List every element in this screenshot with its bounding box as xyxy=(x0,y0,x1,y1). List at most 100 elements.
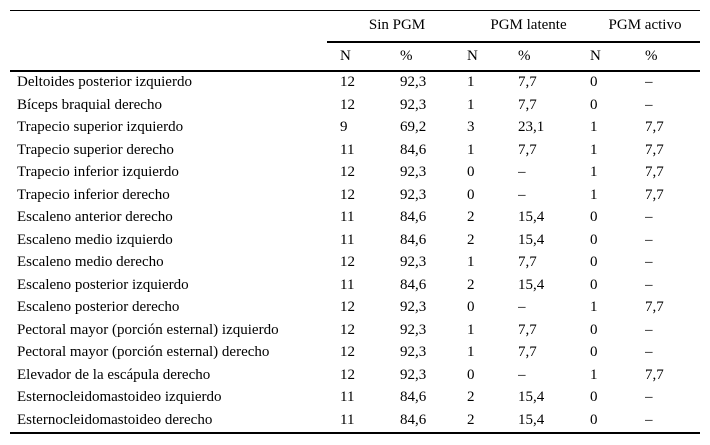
column-group-pgm-latente: PGM latente xyxy=(467,10,590,43)
value-cell: 92,3 xyxy=(400,344,427,361)
value-cell: 92,3 xyxy=(400,321,427,338)
value-cell: 15,4 xyxy=(518,209,545,226)
value-cell: 7,7 xyxy=(518,96,537,113)
value-cell: 0 xyxy=(590,74,598,91)
value-cell: 7,7 xyxy=(518,321,537,338)
value-cell: 92,3 xyxy=(400,186,427,203)
value-cell: 0 xyxy=(467,299,475,316)
prevalence-table-container: Sin PGM PGM latente PGM activo N % N % N… xyxy=(10,10,701,434)
value-cell: 69,2 xyxy=(400,119,427,136)
value-cell: 84,6 xyxy=(400,411,427,428)
value-cell: 92,3 xyxy=(400,299,427,316)
value-cell: 12 xyxy=(340,74,355,91)
value-cell: 12 xyxy=(340,186,355,203)
value-cell: 7,7 xyxy=(645,186,664,203)
value-cell: – xyxy=(518,164,526,181)
table-row: Pectoral mayor (porción esternal) izquie… xyxy=(10,319,700,342)
column-header-n: N xyxy=(327,41,400,72)
value-cell: – xyxy=(645,231,653,248)
value-cell: 1 xyxy=(467,254,475,271)
value-cell: 15,4 xyxy=(518,411,545,428)
value-cell: 11 xyxy=(340,209,355,226)
value-cell: 84,6 xyxy=(400,276,427,293)
value-cell: 0 xyxy=(590,209,598,226)
table-row: Esternocleidomastoideo izquierdo 11 84,6 2 1… xyxy=(10,387,700,410)
value-cell: 0 xyxy=(590,254,598,271)
table-body: Deltoides posterior izquierdo 12 92,3 1 7,7 0… xyxy=(10,71,700,433)
column-group-pgm-activo: PGM activo xyxy=(590,10,701,43)
pgm-prevalence-table: Sin PGM PGM latente PGM activo N % N % N… xyxy=(10,10,701,434)
value-cell: 12 xyxy=(340,299,355,316)
muscle-name: Escaleno anterior derecho xyxy=(17,209,173,226)
muscle-name: Deltoides posterior izquierdo xyxy=(17,74,192,91)
table-header: Sin PGM PGM latente PGM activo N % N % N… xyxy=(10,10,701,72)
value-cell: – xyxy=(645,96,653,113)
value-cell: 23,1 xyxy=(518,119,545,136)
value-cell: 0 xyxy=(590,231,598,248)
value-cell: 11 xyxy=(340,141,355,158)
muscle-name: Trapecio superior derecho xyxy=(17,141,174,158)
value-cell: – xyxy=(518,366,526,383)
value-cell: – xyxy=(645,411,653,428)
value-cell: 7,7 xyxy=(645,366,664,383)
value-cell: 2 xyxy=(467,231,475,248)
value-cell: 0 xyxy=(590,411,598,428)
value-cell: – xyxy=(645,74,653,91)
value-cell: 92,3 xyxy=(400,254,427,271)
muscle-name: Elevador de la escápula derecho xyxy=(17,366,211,383)
value-cell: 7,7 xyxy=(518,74,537,91)
table-row: Escaleno posterior izquierdo 11 84,6 2 15,4 0… xyxy=(10,274,700,297)
value-cell: 0 xyxy=(590,276,598,293)
value-cell: 0 xyxy=(467,164,475,181)
value-cell: – xyxy=(518,299,526,316)
value-cell: 92,3 xyxy=(400,366,427,383)
value-cell: 84,6 xyxy=(400,231,427,248)
value-cell: 92,3 xyxy=(400,96,427,113)
column-group-sin-pgm: Sin PGM xyxy=(327,10,467,43)
value-cell: 1 xyxy=(590,164,598,181)
table-row: Trapecio inferior derecho 12 92,3 0 – 1 7,7 xyxy=(10,184,700,207)
value-cell: 0 xyxy=(467,366,475,383)
value-cell: 1 xyxy=(467,321,475,338)
muscle-name: Escaleno medio izquierdo xyxy=(17,231,173,248)
table-row: Trapecio superior izquierdo 9 69,2 3 23,1 1 7,… xyxy=(10,117,700,140)
table-row: Trapecio superior derecho 11 84,6 1 7,7 1 7,7 xyxy=(10,139,700,162)
value-cell: 11 xyxy=(340,276,355,293)
value-cell: 1 xyxy=(590,141,598,158)
value-cell: 11 xyxy=(340,389,355,406)
value-cell: 12 xyxy=(340,366,355,383)
muscle-name: Trapecio superior izquierdo xyxy=(17,119,184,136)
value-cell: 1 xyxy=(590,119,598,136)
value-cell: 11 xyxy=(340,411,355,428)
muscle-name: Pectoral mayor (porción esternal) izquie… xyxy=(17,321,279,338)
empty-header-cell xyxy=(10,41,327,72)
value-cell: 2 xyxy=(467,209,475,226)
value-cell: 0 xyxy=(590,321,598,338)
column-group-row: Sin PGM PGM latente PGM activo xyxy=(10,10,701,43)
value-cell: 1 xyxy=(467,344,475,361)
value-cell: – xyxy=(645,254,653,271)
column-header-n: N xyxy=(590,41,645,72)
value-cell: 0 xyxy=(590,344,598,361)
value-cell: 0 xyxy=(590,96,598,113)
table-row: Deltoides posterior izquierdo 12 92,3 1 7,7 0… xyxy=(10,71,700,95)
value-cell: 7,7 xyxy=(645,164,664,181)
value-cell: 2 xyxy=(467,411,475,428)
value-cell: 7,7 xyxy=(518,141,537,158)
value-cell: 2 xyxy=(467,389,475,406)
value-cell: 1 xyxy=(467,74,475,91)
value-cell: – xyxy=(645,209,653,226)
value-cell: 15,4 xyxy=(518,231,545,248)
table-row: Escaleno anterior derecho 11 84,6 2 15,4 0 – xyxy=(10,207,700,230)
column-header-pct: % xyxy=(518,41,590,72)
muscle-name: Trapecio inferior izquierdo xyxy=(17,164,179,181)
value-cell: 0 xyxy=(590,389,598,406)
sub-header-row: N % N % N % xyxy=(10,41,701,72)
muscle-name: Trapecio inferior derecho xyxy=(17,186,170,203)
value-cell: 7,7 xyxy=(645,141,664,158)
value-cell: 12 xyxy=(340,96,355,113)
value-cell: 0 xyxy=(467,186,475,203)
value-cell: 92,3 xyxy=(400,74,427,91)
value-cell: 2 xyxy=(467,276,475,293)
value-cell: 11 xyxy=(340,231,355,248)
